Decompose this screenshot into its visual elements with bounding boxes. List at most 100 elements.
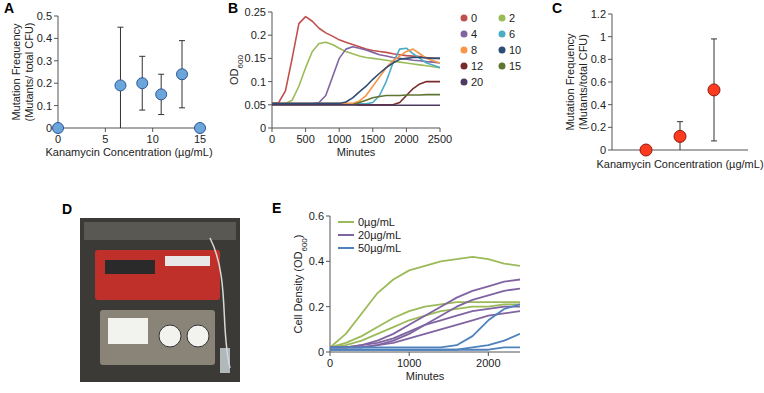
legend-swatch [338, 234, 354, 236]
y-tick-label: 0.1 [37, 100, 52, 112]
y-tick-label: 0.2 [37, 77, 52, 89]
y-tick [608, 82, 612, 83]
y-tick [608, 36, 612, 37]
y-tick-label: 0.2 [251, 29, 266, 41]
y-tick [326, 352, 330, 353]
y-tick [54, 83, 58, 84]
point [53, 123, 64, 134]
point [195, 123, 206, 134]
legend: 0246810121520 [461, 12, 522, 88]
point [156, 89, 167, 100]
subscript: 600 [300, 238, 309, 252]
legend-swatch [338, 221, 354, 223]
subscript: 600 [236, 55, 245, 69]
y-tick [268, 35, 272, 36]
points [53, 69, 206, 134]
title-line: (Mutants/ total CFU) [23, 22, 35, 121]
y-tick-label: 0 [46, 122, 52, 134]
x-tick-label: 1000 [327, 133, 351, 145]
x-axis [272, 128, 440, 129]
photo-controller [100, 310, 215, 365]
series-line [272, 57, 440, 103]
x-tick-label: 2000 [394, 133, 418, 145]
y-tick-label: 0.4 [591, 99, 606, 111]
photo-dial [187, 325, 209, 347]
legend-marker [461, 63, 468, 70]
series-line [272, 104, 440, 106]
panel-letter: A [4, 0, 14, 16]
text-part: ) [292, 235, 304, 239]
y-tick-label: 1 [600, 31, 606, 43]
point [708, 84, 720, 96]
x-axis-title: Minutes [406, 370, 445, 382]
series-line [330, 304, 520, 347]
series-line [272, 42, 440, 104]
point [674, 130, 686, 142]
legend-label: 2 [509, 12, 515, 24]
y-tick-label: 0.4 [37, 32, 52, 44]
y-tick [54, 105, 58, 106]
legend-label: 0 [471, 12, 477, 24]
photo-shelf [84, 222, 236, 240]
legend-marker [499, 63, 506, 70]
series-line [272, 47, 440, 104]
legend-swatch [338, 247, 354, 249]
legend-label: 20 [471, 76, 483, 88]
legend-label: 0µg/mL [358, 216, 395, 228]
legend-marker [499, 47, 506, 54]
y-axis [330, 216, 331, 352]
y-tick-label: 0.5 [37, 10, 52, 22]
series-line [330, 304, 520, 347]
series-line [330, 334, 520, 350]
y-tick [268, 12, 272, 13]
y-tick-label: 0.2 [309, 301, 324, 313]
x-axis [58, 128, 200, 129]
point [640, 144, 652, 156]
series-line [330, 289, 520, 348]
y-tick-label: 0.3 [37, 55, 52, 67]
legend-marker [461, 47, 468, 54]
x-tick [406, 128, 407, 132]
lines [272, 17, 440, 106]
y-tick [326, 261, 330, 262]
legend-marker [461, 31, 468, 38]
title-line: Mutation Frequency [10, 23, 22, 121]
legend-label: 10 [509, 44, 521, 56]
panel-letter: E [272, 200, 281, 216]
x-tick-label: 15 [194, 133, 206, 145]
y-tick [54, 60, 58, 61]
x-tick-label: 5 [102, 133, 108, 145]
x-tick-label: 500 [296, 133, 314, 145]
legend-label: 4 [471, 28, 477, 40]
x-tick [330, 352, 331, 356]
x-tick-label: 1500 [361, 133, 385, 145]
y-tick-label: 0 [318, 346, 324, 358]
y-tick [608, 150, 612, 151]
x-tick [339, 128, 340, 132]
series-line [330, 302, 520, 347]
y-tick [268, 128, 272, 129]
point [177, 69, 188, 80]
x-tick-label: 0 [327, 357, 333, 369]
y-tick-label: 0.1 [251, 76, 266, 88]
y-axis [58, 16, 59, 128]
y-tick [268, 81, 272, 82]
series-line [330, 279, 520, 347]
y-axis-title: Mutation Frequency(Mutants/ total CFU) [10, 22, 35, 121]
y-axis-title: Cell Density (OD600) [292, 235, 309, 334]
y-axis-title: OD600 [228, 55, 245, 85]
x-tick [372, 128, 373, 132]
legend-label: 20µg/mL [358, 229, 401, 241]
x-tick [272, 128, 273, 132]
y-tick-label: 0.6 [591, 76, 606, 88]
y-tick-label: 1.2 [591, 8, 606, 20]
photo-syringe [165, 256, 210, 266]
legend-marker [461, 79, 468, 86]
legend-label: 12 [471, 60, 483, 72]
legend: 0µg/mL20µg/mL50µg/mL [338, 216, 401, 254]
legend-label: 6 [509, 28, 515, 40]
legend-marker [499, 31, 506, 38]
legend-label: 50µg/mL [358, 242, 401, 254]
y-tick [608, 14, 612, 15]
x-axis-title: Minutes [337, 146, 376, 158]
